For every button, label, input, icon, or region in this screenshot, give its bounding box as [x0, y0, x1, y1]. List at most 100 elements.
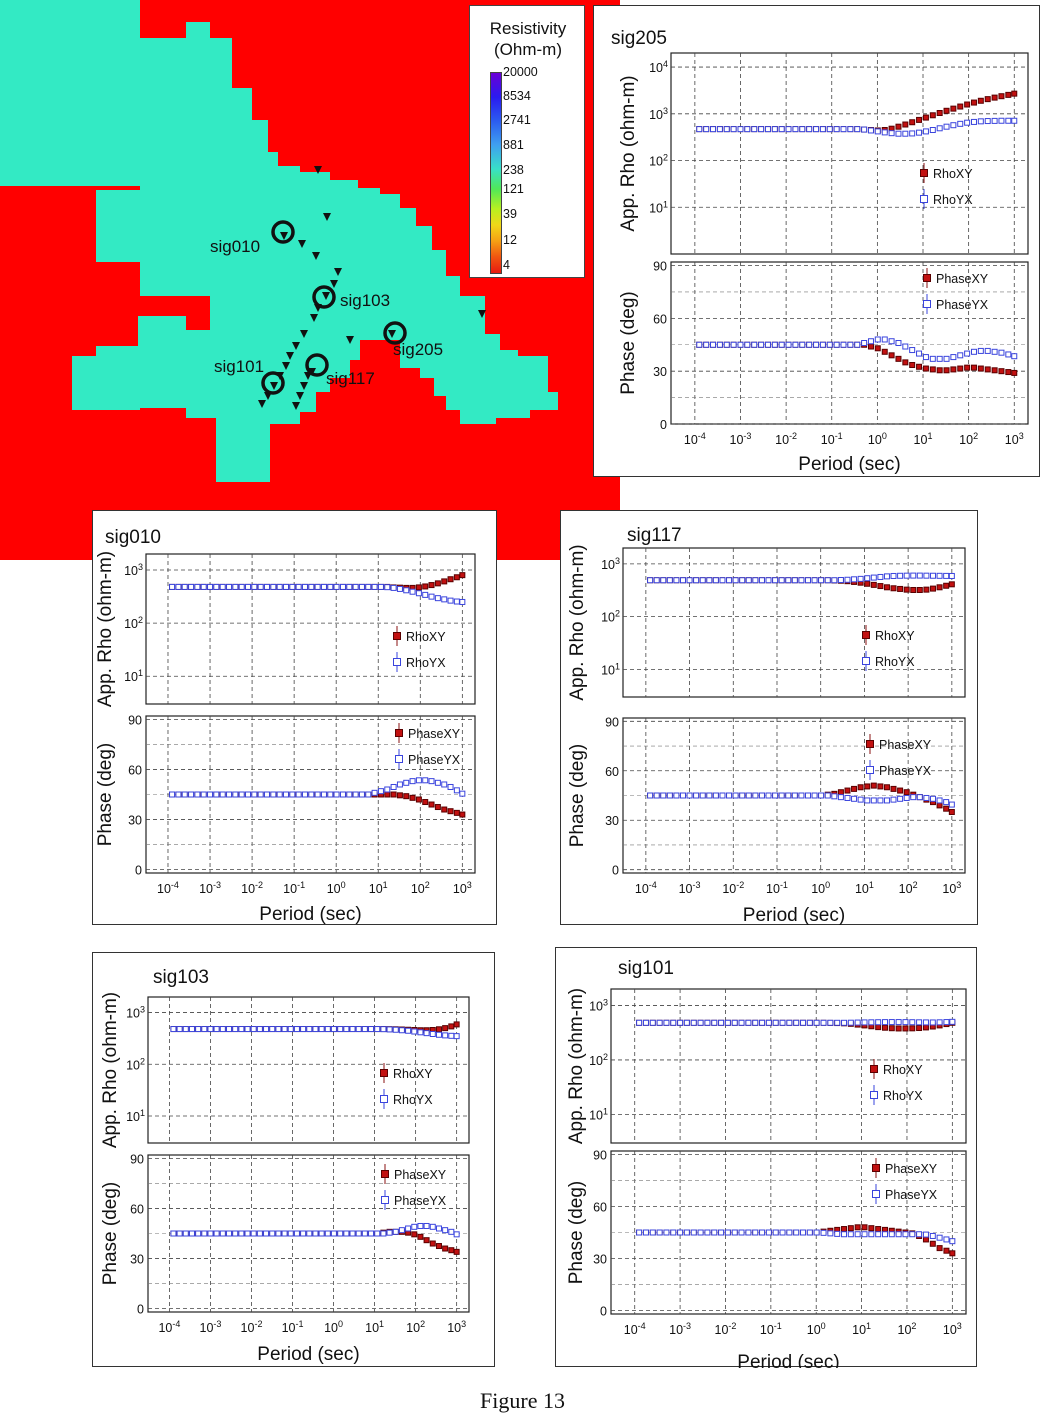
- data-point-rhoyx: [897, 572, 904, 579]
- data-point-phaseyx: [250, 1230, 257, 1237]
- selected-site-marker: [271, 220, 295, 244]
- data-point-phaseyx: [169, 791, 176, 798]
- x-tick-label: 101: [914, 431, 933, 447]
- data-point-phaseyx: [333, 791, 340, 798]
- data-point-rhoyx: [435, 1031, 442, 1038]
- data-point-rhoyx: [670, 1019, 677, 1026]
- data-point-phaseyx: [656, 1229, 663, 1236]
- data-point-rhoyx: [673, 577, 680, 584]
- sounding-chart: sig205 10-4 10-3 10-2 10-1 100 101 102 103 101 102…: [611, 28, 1029, 475]
- data-point-rhoyx: [909, 1019, 916, 1026]
- data-point-rhoyx: [289, 583, 296, 590]
- data-point-rhoyx: [390, 584, 397, 591]
- rho-tick-label: 102: [589, 1052, 608, 1068]
- data-point-phaseyx: [903, 794, 910, 801]
- rho-tick-label: 102: [124, 615, 143, 631]
- legend-tick: 8534: [503, 89, 531, 103]
- data-point-phaseyx: [181, 791, 188, 798]
- data-point-phaseyx: [882, 1231, 889, 1238]
- station-marker: [280, 232, 288, 240]
- data-point-rhoyx: [785, 126, 792, 133]
- data-point-phaseyx: [392, 1228, 399, 1235]
- data-point-rhoyx: [890, 572, 897, 579]
- data-point-rhoyx: [448, 1032, 455, 1039]
- data-point-rhoxy: [916, 586, 923, 593]
- data-point-phaseyx: [176, 1230, 183, 1237]
- data-point-phasexy: [861, 1224, 868, 1231]
- station-marker: [270, 382, 278, 390]
- data-point-phaseyx: [226, 1230, 233, 1237]
- data-point-phaseyx: [337, 1230, 344, 1237]
- data-point-rhoyx: [798, 577, 805, 584]
- data-point-phasexy: [903, 789, 910, 796]
- data-point-phaseyx: [441, 781, 448, 788]
- legend-label-phasexy: PhaseXY: [879, 738, 932, 752]
- data-point-rhoxy: [902, 121, 909, 128]
- data-point-phaseyx: [834, 1230, 841, 1237]
- data-point-phaseyx: [699, 792, 706, 799]
- data-point-phaseyx: [731, 1229, 738, 1236]
- data-point-phaseyx: [270, 791, 277, 798]
- data-point-phaseyx: [984, 347, 991, 354]
- data-point-phasexy: [948, 808, 955, 815]
- data-point-phaseyx: [874, 336, 881, 343]
- data-point-phasexy: [936, 367, 943, 374]
- data-point-rhoyx: [324, 1026, 331, 1033]
- data-point-phasexy: [854, 1224, 861, 1231]
- data-point-rhoyx: [916, 129, 923, 136]
- data-point-phaseyx: [358, 791, 365, 798]
- data-point-phasexy: [998, 368, 1005, 375]
- data-point-phasexy: [851, 785, 858, 792]
- data-point-rhoyx: [936, 1019, 943, 1026]
- rho-axis-label: App. Rho (ohm-m): [618, 75, 639, 231]
- legend-tick: 39: [503, 207, 517, 221]
- data-point-rhoyx: [970, 118, 977, 125]
- data-point-phasexy: [837, 789, 844, 796]
- station-marker: [292, 402, 300, 410]
- data-point-rhoyx: [226, 1026, 233, 1033]
- data-point-phaseyx: [826, 341, 833, 348]
- data-point-rhoyx: [984, 118, 991, 125]
- data-point-rhoyx: [888, 1019, 895, 1026]
- data-point-rhoyx: [453, 1033, 460, 1040]
- data-point-phaseyx: [712, 792, 719, 799]
- phase-axis-label: Phase (deg): [100, 1182, 121, 1286]
- data-point-rhoyx: [883, 573, 890, 580]
- data-point-rhoyx: [245, 583, 252, 590]
- rho-tick-label: 101: [589, 1106, 608, 1122]
- x-tick-label: 103: [453, 880, 472, 896]
- data-point-rhoyx: [752, 1019, 759, 1026]
- data-point-phaseyx: [194, 791, 201, 798]
- data-point-phaseyx: [683, 1229, 690, 1236]
- data-point-phaseyx: [448, 1228, 455, 1235]
- data-point-phaseyx: [312, 1230, 319, 1237]
- legend-marker: [395, 755, 403, 763]
- data-point-rhoyx: [269, 1026, 276, 1033]
- data-point-phasexy: [435, 1243, 442, 1250]
- data-point-rhoyx: [706, 577, 713, 584]
- rho-axis-label: App. Rho (ohm-m): [566, 988, 587, 1144]
- data-point-phaseyx: [1011, 353, 1018, 360]
- data-point-rhoyx: [922, 1019, 929, 1026]
- data-point-rhoyx: [759, 1019, 766, 1026]
- data-point-phaseyx: [827, 1230, 834, 1237]
- data-point-phasexy: [390, 791, 397, 798]
- data-point-rhoyx: [374, 1026, 381, 1033]
- data-point-phaseyx: [840, 341, 847, 348]
- data-point-rhoyx: [434, 595, 441, 602]
- legend-label-rhoxy: RhoXY: [393, 1067, 433, 1081]
- data-point-rhoyx: [902, 130, 909, 137]
- data-point-rhoxy: [964, 101, 971, 108]
- data-point-rhoxy: [957, 103, 964, 110]
- x-axis-label: Period (sec): [737, 1352, 839, 1368]
- data-point-phaseyx: [213, 1230, 220, 1237]
- data-point-rhoyx: [888, 130, 895, 137]
- station-marker: [298, 240, 306, 248]
- conductor-pocket: [186, 296, 210, 330]
- data-point-phaseyx: [361, 1230, 368, 1237]
- data-point-phaseyx: [759, 1229, 766, 1236]
- data-point-phaseyx: [403, 779, 410, 786]
- phase-tick-label: 60: [128, 763, 142, 777]
- x-tick-label: 10-1: [766, 880, 788, 896]
- phase-axis-label: Phase (deg): [567, 744, 588, 848]
